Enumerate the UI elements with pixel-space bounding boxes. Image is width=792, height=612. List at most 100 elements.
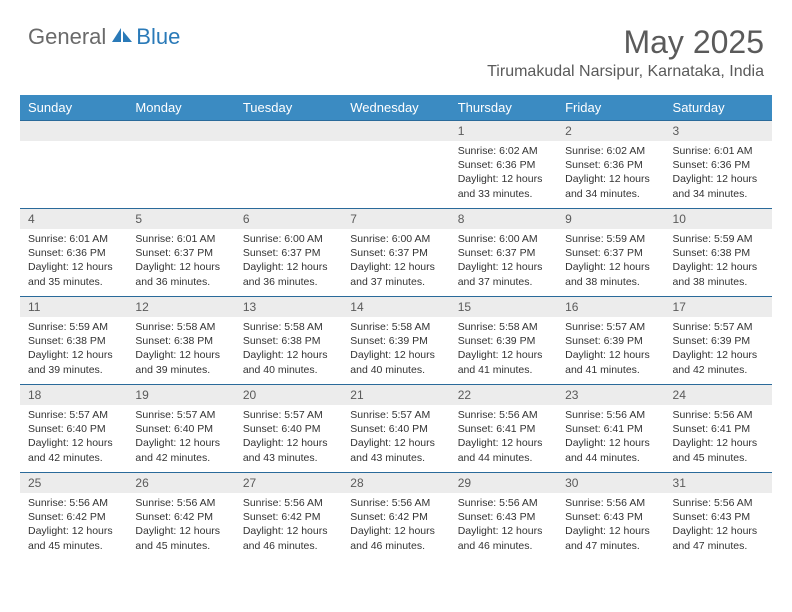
day-details: Sunrise: 5:59 AMSunset: 6:38 PMDaylight:…: [665, 229, 772, 293]
calendar-cell: 30Sunrise: 5:56 AMSunset: 6:43 PMDayligh…: [557, 473, 664, 561]
day-number: 2: [557, 121, 664, 141]
day-details: Sunrise: 5:56 AMSunset: 6:41 PMDaylight:…: [557, 405, 664, 469]
calendar-cell: 1Sunrise: 6:02 AMSunset: 6:36 PMDaylight…: [450, 121, 557, 209]
location-subtitle: Tirumakudal Narsipur, Karnataka, India: [487, 63, 764, 81]
calendar-cell: 22Sunrise: 5:56 AMSunset: 6:41 PMDayligh…: [450, 385, 557, 473]
day-number: 8: [450, 209, 557, 229]
calendar-cell: 18Sunrise: 5:57 AMSunset: 6:40 PMDayligh…: [20, 385, 127, 473]
calendar-cell: 19Sunrise: 5:57 AMSunset: 6:40 PMDayligh…: [127, 385, 234, 473]
calendar-cell: 13Sunrise: 5:58 AMSunset: 6:38 PMDayligh…: [235, 297, 342, 385]
day-number-empty: [127, 121, 234, 141]
day-details: Sunrise: 5:57 AMSunset: 6:40 PMDaylight:…: [342, 405, 449, 469]
day-number: 20: [235, 385, 342, 405]
logo: General Blue: [28, 24, 180, 50]
calendar-cell: 28Sunrise: 5:56 AMSunset: 6:42 PMDayligh…: [342, 473, 449, 561]
title-block: May 2025 Tirumakudal Narsipur, Karnataka…: [487, 24, 764, 81]
calendar-cell: 27Sunrise: 5:56 AMSunset: 6:42 PMDayligh…: [235, 473, 342, 561]
day-number-empty: [20, 121, 127, 141]
day-number: 15: [450, 297, 557, 317]
calendar-table: SundayMondayTuesdayWednesdayThursdayFrid…: [20, 95, 772, 561]
day-details: Sunrise: 5:56 AMSunset: 6:43 PMDaylight:…: [450, 493, 557, 557]
day-number: 24: [665, 385, 772, 405]
day-details: Sunrise: 6:01 AMSunset: 6:36 PMDaylight:…: [20, 229, 127, 293]
day-details: Sunrise: 6:00 AMSunset: 6:37 PMDaylight:…: [342, 229, 449, 293]
logo-text-general: General: [28, 24, 106, 50]
day-of-week-header: Tuesday: [235, 95, 342, 121]
day-details: Sunrise: 5:56 AMSunset: 6:41 PMDaylight:…: [450, 405, 557, 469]
calendar-cell: 20Sunrise: 5:57 AMSunset: 6:40 PMDayligh…: [235, 385, 342, 473]
day-number: 29: [450, 473, 557, 493]
logo-sail-icon: [110, 26, 134, 49]
day-of-week-header: Wednesday: [342, 95, 449, 121]
day-details: Sunrise: 5:56 AMSunset: 6:42 PMDaylight:…: [20, 493, 127, 557]
day-details: Sunrise: 5:58 AMSunset: 6:38 PMDaylight:…: [127, 317, 234, 381]
day-details: Sunrise: 5:57 AMSunset: 6:40 PMDaylight:…: [235, 405, 342, 469]
day-details: Sunrise: 5:56 AMSunset: 6:42 PMDaylight:…: [127, 493, 234, 557]
day-details: Sunrise: 6:02 AMSunset: 6:36 PMDaylight:…: [557, 141, 664, 205]
day-of-week-header: Friday: [557, 95, 664, 121]
day-details: Sunrise: 5:58 AMSunset: 6:38 PMDaylight:…: [235, 317, 342, 381]
calendar-week: 18Sunrise: 5:57 AMSunset: 6:40 PMDayligh…: [20, 385, 772, 473]
day-number: 7: [342, 209, 449, 229]
calendar-cell: 23Sunrise: 5:56 AMSunset: 6:41 PMDayligh…: [557, 385, 664, 473]
day-number: 30: [557, 473, 664, 493]
calendar-cell: 16Sunrise: 5:57 AMSunset: 6:39 PMDayligh…: [557, 297, 664, 385]
calendar-cell: 25Sunrise: 5:56 AMSunset: 6:42 PMDayligh…: [20, 473, 127, 561]
calendar-cell: 14Sunrise: 5:58 AMSunset: 6:39 PMDayligh…: [342, 297, 449, 385]
day-number: 31: [665, 473, 772, 493]
day-number: 11: [20, 297, 127, 317]
day-number: 14: [342, 297, 449, 317]
calendar-cell: 29Sunrise: 5:56 AMSunset: 6:43 PMDayligh…: [450, 473, 557, 561]
calendar-cell: 15Sunrise: 5:58 AMSunset: 6:39 PMDayligh…: [450, 297, 557, 385]
day-of-week-header: Sunday: [20, 95, 127, 121]
calendar-cell: 3Sunrise: 6:01 AMSunset: 6:36 PMDaylight…: [665, 121, 772, 209]
day-details: Sunrise: 5:59 AMSunset: 6:38 PMDaylight:…: [20, 317, 127, 381]
calendar-cell: 10Sunrise: 5:59 AMSunset: 6:38 PMDayligh…: [665, 209, 772, 297]
day-of-week-header: Saturday: [665, 95, 772, 121]
day-details: Sunrise: 5:57 AMSunset: 6:39 PMDaylight:…: [665, 317, 772, 381]
day-of-week-header: Thursday: [450, 95, 557, 121]
day-details: Sunrise: 5:59 AMSunset: 6:37 PMDaylight:…: [557, 229, 664, 293]
day-number: 28: [342, 473, 449, 493]
calendar-cell: [20, 121, 127, 209]
calendar-cell: 24Sunrise: 5:56 AMSunset: 6:41 PMDayligh…: [665, 385, 772, 473]
day-details: Sunrise: 5:56 AMSunset: 6:43 PMDaylight:…: [557, 493, 664, 557]
day-number-empty: [235, 121, 342, 141]
logo-text-blue: Blue: [136, 24, 180, 50]
day-number: 1: [450, 121, 557, 141]
calendar-cell: 9Sunrise: 5:59 AMSunset: 6:37 PMDaylight…: [557, 209, 664, 297]
page-header: General Blue May 2025 Tirumakudal Narsip…: [0, 0, 792, 89]
calendar-cell: [235, 121, 342, 209]
day-number: 18: [20, 385, 127, 405]
day-number: 21: [342, 385, 449, 405]
day-number: 26: [127, 473, 234, 493]
day-number: 17: [665, 297, 772, 317]
day-number: 3: [665, 121, 772, 141]
day-details: Sunrise: 6:01 AMSunset: 6:37 PMDaylight:…: [127, 229, 234, 293]
day-details: Sunrise: 5:58 AMSunset: 6:39 PMDaylight:…: [342, 317, 449, 381]
day-of-week-header-row: SundayMondayTuesdayWednesdayThursdayFrid…: [20, 95, 772, 121]
day-details: Sunrise: 5:56 AMSunset: 6:43 PMDaylight:…: [665, 493, 772, 557]
day-number: 4: [20, 209, 127, 229]
calendar-cell: [342, 121, 449, 209]
calendar-cell: 4Sunrise: 6:01 AMSunset: 6:36 PMDaylight…: [20, 209, 127, 297]
calendar-cell: [127, 121, 234, 209]
day-details: Sunrise: 6:00 AMSunset: 6:37 PMDaylight:…: [450, 229, 557, 293]
day-details: Sunrise: 5:56 AMSunset: 6:42 PMDaylight:…: [235, 493, 342, 557]
day-details: Sunrise: 6:02 AMSunset: 6:36 PMDaylight:…: [450, 141, 557, 205]
day-number: 16: [557, 297, 664, 317]
day-details: Sunrise: 5:58 AMSunset: 6:39 PMDaylight:…: [450, 317, 557, 381]
calendar-cell: 26Sunrise: 5:56 AMSunset: 6:42 PMDayligh…: [127, 473, 234, 561]
day-number: 5: [127, 209, 234, 229]
day-details: Sunrise: 5:56 AMSunset: 6:42 PMDaylight:…: [342, 493, 449, 557]
calendar-cell: 2Sunrise: 6:02 AMSunset: 6:36 PMDaylight…: [557, 121, 664, 209]
day-details: Sunrise: 5:56 AMSunset: 6:41 PMDaylight:…: [665, 405, 772, 469]
calendar-cell: 12Sunrise: 5:58 AMSunset: 6:38 PMDayligh…: [127, 297, 234, 385]
day-details: Sunrise: 5:57 AMSunset: 6:40 PMDaylight:…: [20, 405, 127, 469]
day-number-empty: [342, 121, 449, 141]
day-number: 9: [557, 209, 664, 229]
day-number: 22: [450, 385, 557, 405]
day-number: 25: [20, 473, 127, 493]
calendar-cell: 17Sunrise: 5:57 AMSunset: 6:39 PMDayligh…: [665, 297, 772, 385]
calendar-week: 4Sunrise: 6:01 AMSunset: 6:36 PMDaylight…: [20, 209, 772, 297]
